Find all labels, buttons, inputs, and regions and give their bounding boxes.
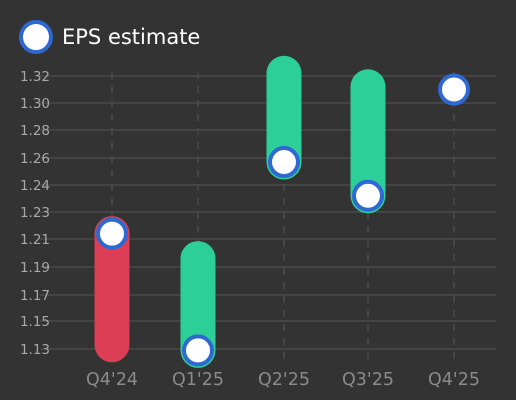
y-tick-label: 1.19	[20, 260, 50, 276]
y-tick-label: 1.30	[20, 96, 50, 112]
y-tick-label: 1.17	[20, 288, 50, 304]
y-tick-label: 1.24	[20, 178, 50, 194]
estimate-markers	[96, 73, 470, 367]
range-bar	[266, 55, 302, 180]
range-bar	[180, 241, 216, 368]
estimate-marker	[182, 334, 214, 367]
estimate-marker	[438, 73, 470, 106]
y-tick-label: 1.15	[20, 314, 50, 330]
x-tick-label: Q1'25	[172, 370, 224, 390]
x-tick-label: Q3'25	[342, 370, 394, 390]
estimate-marker	[96, 217, 128, 250]
range-bar	[350, 69, 386, 214]
legend-marker-icon	[19, 20, 53, 54]
y-tick-label: 1.21	[20, 232, 50, 248]
y-tick-label: 1.13	[20, 342, 50, 358]
legend: EPS estimate	[19, 20, 200, 54]
estimate-marker	[352, 179, 384, 212]
range-bars	[94, 55, 386, 368]
y-tick-label: 1.32	[20, 69, 50, 85]
x-axis-ticks: Q4'24 Q1'25 Q2'25 Q3'25 Q4'25	[86, 370, 480, 390]
x-tick-label: Q4'24	[86, 370, 138, 390]
legend-label: EPS estimate	[62, 25, 200, 49]
y-axis-ticks: 1.13 1.15 1.17 1.19 1.21 1.23 1.24 1.26 1.28 1.30…	[20, 69, 50, 358]
y-tick-label: 1.23	[20, 205, 50, 221]
x-tick-label: Q4'25	[428, 370, 480, 390]
range-bar	[94, 216, 130, 363]
y-tick-label: 1.26	[20, 151, 50, 167]
estimate-marker	[268, 146, 300, 179]
y-tick-label: 1.28	[20, 123, 50, 139]
x-tick-label: Q2'25	[258, 370, 310, 390]
